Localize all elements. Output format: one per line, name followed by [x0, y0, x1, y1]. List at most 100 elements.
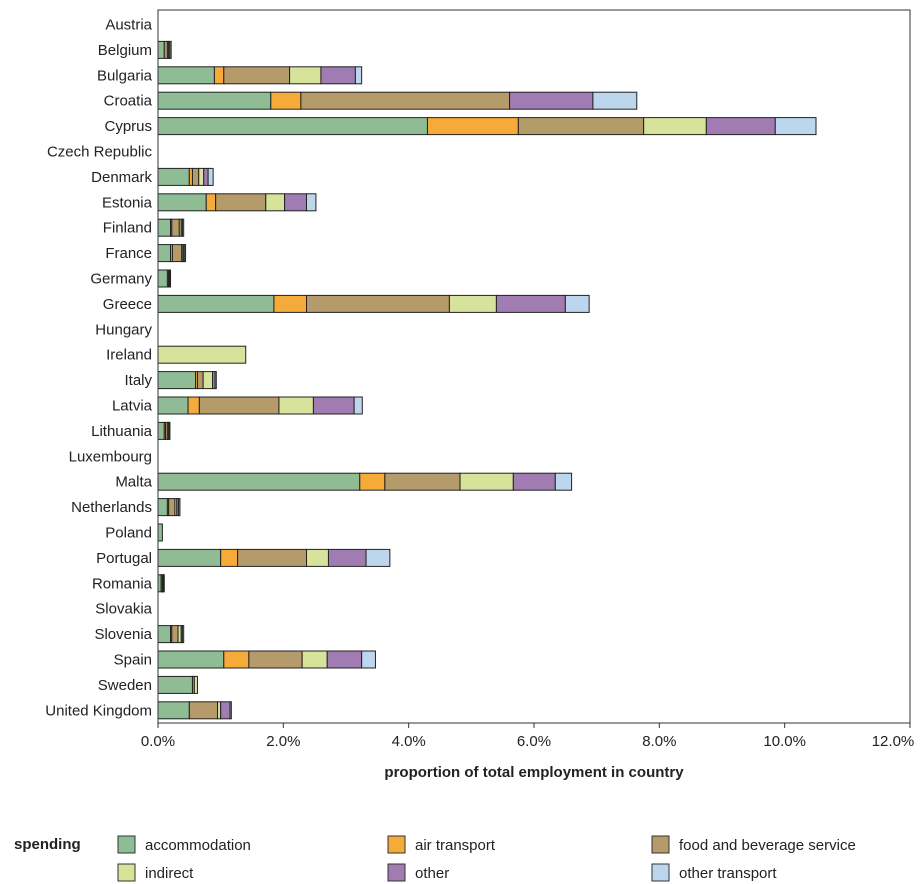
bar-segment	[306, 193, 317, 212]
legend-label: other	[415, 865, 449, 882]
bar-segment	[359, 472, 386, 491]
category-label: Italy	[124, 372, 152, 389]
bar-segment	[223, 650, 250, 669]
bar-segment	[512, 472, 556, 491]
category-label: United Kingdom	[45, 702, 152, 719]
bar-segment	[157, 193, 207, 212]
bar-segment	[205, 193, 217, 212]
bar-segment	[157, 421, 165, 440]
bar-segment	[220, 701, 231, 720]
legend-swatch	[117, 835, 136, 854]
x-tick-label: 6.0%	[517, 733, 551, 750]
bar-segment	[157, 675, 193, 694]
bar-segment	[495, 294, 566, 313]
bar-segment	[361, 650, 376, 669]
category-label: Bulgaria	[97, 67, 153, 84]
bar-segment	[327, 548, 367, 567]
category-label: Luxembourg	[69, 448, 152, 465]
bar-segment	[183, 244, 187, 263]
legend-label: other transport	[679, 865, 777, 882]
bar-segment	[353, 396, 363, 415]
bar-segment	[198, 167, 205, 186]
bar-segment	[171, 625, 179, 644]
bar-segment	[157, 523, 163, 542]
bar-segment	[169, 269, 172, 288]
category-label: France	[105, 245, 152, 262]
category-label: Poland	[105, 525, 152, 542]
category-label: Finland	[103, 220, 152, 237]
bar-segment	[188, 701, 219, 720]
bar-segment	[509, 91, 594, 110]
bar-segment	[157, 701, 190, 720]
bar-segment	[157, 345, 247, 364]
bar-segment	[705, 117, 776, 136]
bar-segment	[157, 625, 172, 644]
bar-segment	[214, 371, 217, 390]
plot-frame	[157, 9, 911, 724]
bar-segment	[312, 396, 355, 415]
bar-segment	[306, 294, 450, 313]
category-label: Greece	[103, 296, 152, 313]
bar-segment	[157, 218, 172, 237]
category-label: Germany	[90, 271, 152, 288]
bar-segment	[157, 548, 222, 567]
bar-segment	[229, 701, 232, 720]
bar-segment	[157, 371, 197, 390]
category-label: Slovakia	[95, 601, 152, 618]
legend-swatch	[387, 863, 406, 882]
bar-segment	[157, 396, 189, 415]
bar-segment	[157, 40, 165, 59]
category-label: Croatia	[104, 93, 153, 110]
category-label: Austria	[105, 17, 152, 34]
bar-segment	[157, 117, 428, 136]
x-axis-title: proportion of total employment in countr…	[384, 764, 684, 781]
x-tick-label: 4.0%	[392, 733, 426, 750]
category-label: Malta	[115, 474, 152, 491]
x-tick-label: 12.0%	[872, 733, 915, 750]
category-label: Netherlands	[71, 499, 152, 516]
category-label: Hungary	[95, 321, 152, 338]
legend-swatch	[117, 863, 136, 882]
bar-segment	[171, 218, 180, 237]
bars-layer	[157, 40, 817, 720]
bar-segment	[203, 167, 209, 186]
bar-segment	[592, 91, 638, 110]
bar-segment	[157, 66, 215, 85]
legend-label: air transport	[415, 837, 496, 854]
bar-segment	[284, 193, 308, 212]
bar-segment	[448, 294, 497, 313]
bar-segment	[157, 244, 172, 263]
bar-segment	[643, 117, 707, 136]
x-axis-ticks: 0.0% 2.0% 4.0% 6.0% 8.0% 10.0% 12.0%	[141, 723, 914, 750]
category-label: Denmark	[91, 169, 152, 186]
legend-label: indirect	[145, 865, 194, 882]
category-label: Belgium	[98, 42, 152, 59]
bar-segment	[181, 625, 185, 644]
category-label: Portugal	[96, 550, 152, 567]
legend-swatch	[651, 835, 670, 854]
bar-segment	[300, 91, 511, 110]
bar-segment	[384, 472, 461, 491]
x-tick-label: 10.0%	[763, 733, 806, 750]
bar-segment	[187, 396, 200, 415]
category-label: Czech Republic	[47, 144, 153, 161]
bar-segment	[301, 650, 328, 669]
x-tick-label: 8.0%	[642, 733, 676, 750]
bar-segment	[248, 650, 303, 669]
category-label: Estonia	[102, 194, 153, 211]
x-tick-label: 0.0%	[141, 733, 175, 750]
bar-segment	[169, 40, 172, 59]
bar-segment	[178, 498, 181, 517]
category-label: Cyprus	[104, 118, 152, 135]
bar-segment	[157, 472, 361, 491]
bar-segment	[157, 498, 168, 517]
category-label: Sweden	[98, 677, 152, 694]
bar-segment	[306, 548, 329, 567]
bar-segment	[157, 650, 225, 669]
category-label: Lithuania	[91, 423, 153, 440]
legend-title: spending	[14, 836, 81, 853]
bar-segment	[220, 548, 239, 567]
bar-segment	[163, 574, 165, 593]
bar-segment	[273, 294, 308, 313]
bar-segment	[278, 396, 314, 415]
